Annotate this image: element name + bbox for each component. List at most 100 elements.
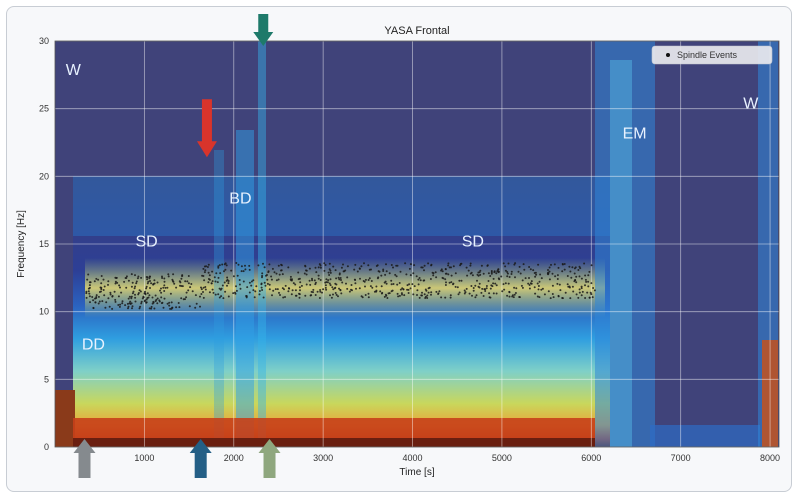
spindle-event-point xyxy=(370,280,373,282)
spindle-event-point xyxy=(500,275,503,278)
spindle-event-point xyxy=(452,283,454,286)
y-tick-label: 25 xyxy=(39,104,49,114)
spindle-event-point xyxy=(131,305,134,308)
spindle-event-point xyxy=(363,262,365,265)
spindle-event-point xyxy=(386,297,389,299)
spindle-event-point xyxy=(577,296,580,299)
spindle-event-point xyxy=(127,305,130,308)
spindle-event-point xyxy=(95,296,98,298)
spindle-event-point xyxy=(238,279,241,281)
spindle-event-point xyxy=(168,301,171,304)
legend-marker xyxy=(666,53,670,57)
spindle-event-point xyxy=(530,280,533,283)
spindle-event-point xyxy=(143,300,146,303)
spindle-event-point xyxy=(584,278,587,281)
spindle-event-point xyxy=(201,274,204,277)
spindle-event-point xyxy=(162,286,165,289)
spindle-event-point xyxy=(103,285,106,288)
spindle-event-point xyxy=(203,265,206,268)
spindle-event-point xyxy=(257,264,260,267)
spindle-event-point xyxy=(226,284,228,287)
spindle-event-point xyxy=(319,290,322,293)
spindle-event-point xyxy=(114,300,117,303)
spindle-event-point xyxy=(457,293,460,296)
spindle-event-point xyxy=(278,273,281,276)
spindle-event-point xyxy=(137,275,140,278)
spindle-event-point xyxy=(518,296,521,298)
spindle-event-point xyxy=(238,283,241,286)
spindle-event-point xyxy=(148,294,151,297)
spindle-event-point xyxy=(540,277,543,280)
spindle-event-point xyxy=(253,296,256,299)
spindle-event-point xyxy=(404,262,407,265)
spindle-event-point xyxy=(268,283,271,286)
spindle-event-point xyxy=(131,281,134,284)
spindle-event-point xyxy=(102,278,105,281)
spindle-event-point xyxy=(508,295,511,298)
x-tick-label: 1000 xyxy=(134,453,154,463)
spindle-event-point xyxy=(575,275,578,278)
spindle-event-point xyxy=(99,286,102,289)
spindle-event-point xyxy=(282,296,285,299)
spindle-event-point xyxy=(100,282,103,285)
spindle-event-point xyxy=(369,285,372,288)
spindle-event-point xyxy=(248,264,251,267)
wake-power-region xyxy=(55,390,75,447)
spindle-event-point xyxy=(380,274,383,277)
spindle-event-point xyxy=(551,284,554,287)
spindle-event-point xyxy=(454,272,457,275)
spindle-event-point xyxy=(145,276,148,278)
spindle-event-point xyxy=(217,276,220,279)
spindle-event-point xyxy=(126,302,129,305)
upper-haze xyxy=(73,176,610,236)
spindle-event-point xyxy=(368,268,371,271)
spindle-event-point xyxy=(190,283,193,285)
spindle-event-point xyxy=(203,279,206,282)
spindle-event-point xyxy=(561,297,564,300)
spindle-event-point xyxy=(164,286,167,289)
spindle-event-point xyxy=(321,291,323,294)
spindle-event-point xyxy=(200,293,203,295)
spindle-event-point xyxy=(497,268,500,271)
spindle-event-point xyxy=(585,280,588,283)
spindle-event-point xyxy=(517,270,520,273)
spindle-event-point xyxy=(276,288,279,291)
x-tick-label: 2000 xyxy=(224,453,244,463)
spindle-event-point xyxy=(450,266,452,269)
spindle-event-point xyxy=(330,296,333,299)
spindle-event-point xyxy=(142,295,145,298)
spindle-event-point xyxy=(224,268,227,271)
spindle-event-point xyxy=(328,262,331,265)
spindle-event-point xyxy=(482,295,485,297)
spindle-event-point xyxy=(145,301,148,304)
spindle-event-point xyxy=(536,295,539,298)
spindle-event-point xyxy=(130,302,133,305)
spindle-event-point xyxy=(471,294,473,297)
spindle-event-point xyxy=(465,287,468,290)
arrow-up xyxy=(258,439,281,478)
chart-title: YASA Frontal xyxy=(384,25,449,37)
stage-label-sd: SD xyxy=(135,234,157,251)
spindle-event-point xyxy=(155,298,158,301)
spindle-event-point xyxy=(475,294,478,297)
spindle-event-point xyxy=(333,287,336,290)
spindle-event-point xyxy=(364,285,366,288)
spindle-event-point xyxy=(211,288,214,291)
spindle-event-point xyxy=(337,295,339,298)
spindle-event-point xyxy=(395,264,398,267)
spindle-event-point xyxy=(85,296,88,299)
spindle-event-point xyxy=(343,270,346,273)
spindle-event-point xyxy=(579,267,582,270)
spindle-event-point xyxy=(530,282,533,285)
spindle-event-point xyxy=(568,265,571,268)
spindle-event-point xyxy=(237,263,240,266)
spindle-event-point xyxy=(267,270,270,273)
spindle-event-point xyxy=(318,297,321,299)
spindle-event-point xyxy=(513,286,516,289)
spindle-event-point xyxy=(563,268,566,271)
spindle-event-point xyxy=(449,294,452,297)
spindle-event-point xyxy=(423,293,426,296)
spindle-event-point xyxy=(187,289,190,292)
spindle-event-point xyxy=(493,271,496,274)
x-tick-label: 5000 xyxy=(492,453,512,463)
